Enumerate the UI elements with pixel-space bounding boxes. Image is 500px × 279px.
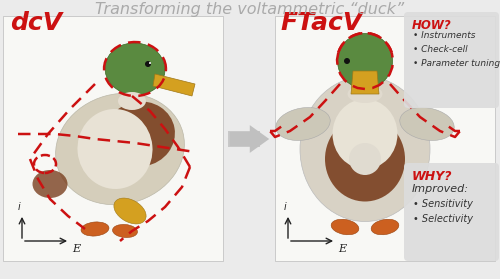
Ellipse shape — [114, 198, 146, 224]
FancyBboxPatch shape — [228, 131, 260, 147]
Polygon shape — [351, 71, 379, 94]
Ellipse shape — [149, 62, 151, 64]
Ellipse shape — [400, 107, 454, 140]
Text: i: i — [17, 202, 20, 212]
Ellipse shape — [105, 43, 165, 95]
Ellipse shape — [145, 61, 151, 67]
Ellipse shape — [300, 76, 430, 222]
Ellipse shape — [105, 102, 175, 167]
Ellipse shape — [118, 92, 146, 110]
Ellipse shape — [81, 222, 109, 236]
Ellipse shape — [112, 224, 138, 237]
Text: E: E — [72, 244, 80, 254]
Text: • Sensitivity: • Sensitivity — [413, 199, 473, 209]
FancyBboxPatch shape — [404, 12, 499, 108]
Ellipse shape — [32, 170, 68, 198]
Ellipse shape — [56, 93, 184, 205]
Ellipse shape — [325, 117, 405, 201]
Ellipse shape — [338, 33, 392, 88]
Text: i: i — [283, 202, 286, 212]
Ellipse shape — [276, 107, 330, 140]
Text: • Selectivity: • Selectivity — [413, 214, 473, 224]
FancyArrowPatch shape — [230, 125, 269, 153]
Text: • Instruments: • Instruments — [413, 31, 476, 40]
FancyBboxPatch shape — [404, 163, 499, 261]
FancyBboxPatch shape — [275, 16, 495, 261]
Text: Transforming the voltammetric “duck”: Transforming the voltammetric “duck” — [96, 2, 405, 17]
Text: dcV: dcV — [10, 11, 62, 35]
Ellipse shape — [349, 143, 381, 175]
Ellipse shape — [78, 109, 152, 189]
Ellipse shape — [331, 219, 359, 235]
Text: • Check-cell: • Check-cell — [413, 45, 468, 54]
Polygon shape — [153, 74, 195, 96]
Text: • Parameter tuning: • Parameter tuning — [413, 59, 500, 68]
Text: FTacV: FTacV — [280, 11, 362, 35]
Ellipse shape — [348, 85, 382, 103]
Text: WHY?: WHY? — [412, 170, 453, 183]
Ellipse shape — [371, 219, 399, 235]
Text: Improved:: Improved: — [412, 184, 469, 194]
Text: E: E — [338, 244, 346, 254]
Text: HOW?: HOW? — [412, 19, 452, 32]
Ellipse shape — [344, 58, 350, 64]
Ellipse shape — [332, 99, 398, 169]
FancyBboxPatch shape — [3, 16, 223, 261]
